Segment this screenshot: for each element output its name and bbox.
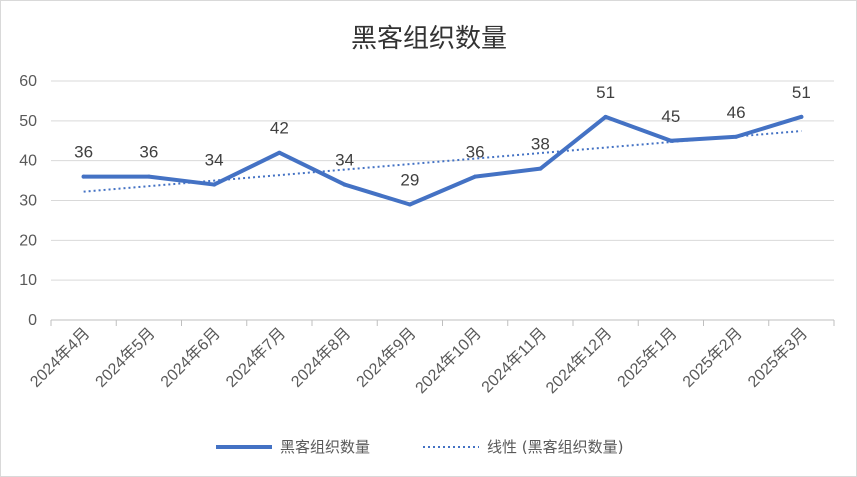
series-group bbox=[81, 114, 804, 207]
y-tick-label: 30 bbox=[19, 193, 37, 210]
data-label: 34 bbox=[205, 151, 224, 170]
data-point bbox=[603, 114, 608, 119]
x-tick-label: 2025年2月 bbox=[679, 324, 746, 391]
data-label: 34 bbox=[335, 151, 354, 170]
data-point bbox=[734, 134, 739, 139]
x-tick-label: 2024年11月 bbox=[478, 324, 550, 396]
y-tick-label: 10 bbox=[19, 272, 37, 289]
data-label: 51 bbox=[792, 83, 811, 102]
data-label: 38 bbox=[531, 135, 550, 154]
x-tick-label: 2025年3月 bbox=[744, 324, 811, 391]
y-tick-label: 50 bbox=[19, 113, 37, 130]
x-tick-label: 2024年4月 bbox=[27, 324, 94, 391]
x-tick-label: 2024年8月 bbox=[288, 324, 355, 391]
data-point bbox=[342, 182, 347, 187]
data-label: 46 bbox=[727, 103, 746, 122]
x-tick-label: 2024年7月 bbox=[222, 324, 289, 391]
data-label: 29 bbox=[400, 170, 419, 189]
data-point bbox=[668, 138, 673, 143]
data-point bbox=[146, 174, 151, 179]
data-label: 36 bbox=[139, 143, 158, 162]
legend: 黑客组织数量 线性 (黑客组织数量) bbox=[216, 438, 623, 456]
x-tick-label: 2025年1月 bbox=[614, 324, 681, 391]
y-axis: 0 10 20 30 40 50 60 bbox=[19, 73, 37, 329]
gridlines bbox=[51, 80, 834, 321]
x-tick-label: 2024年6月 bbox=[157, 324, 224, 391]
data-labels: 36 36 34 42 34 29 36 38 51 45 46 51 bbox=[74, 83, 811, 190]
data-point bbox=[212, 182, 217, 187]
data-label: 51 bbox=[596, 83, 615, 102]
data-label: 36 bbox=[74, 143, 93, 162]
x-axis: 2024年4月 2024年5月 2024年6月 2024年7月 2024年8月 2024年… bbox=[27, 320, 835, 397]
legend-label-trendline: 线性 (黑客组织数量) bbox=[487, 438, 623, 456]
data-label: 42 bbox=[270, 119, 289, 138]
data-point bbox=[81, 174, 86, 179]
x-tick-label: 2024年5月 bbox=[92, 324, 159, 391]
y-tick-label: 0 bbox=[28, 312, 37, 329]
x-tick-label: 2024年10月 bbox=[412, 324, 485, 397]
data-point bbox=[407, 202, 412, 207]
y-tick-label: 20 bbox=[19, 232, 37, 249]
data-label: 45 bbox=[661, 107, 680, 126]
x-tick-label: 2024年9月 bbox=[353, 324, 420, 391]
chart-title: 黑客组织数量 bbox=[351, 24, 507, 54]
x-tick-label: 2024年12月 bbox=[542, 324, 615, 397]
series-line bbox=[81, 114, 804, 207]
data-point bbox=[538, 166, 543, 171]
data-point bbox=[277, 150, 282, 155]
data-label: 36 bbox=[466, 143, 485, 162]
data-point bbox=[799, 114, 804, 119]
y-tick-label: 40 bbox=[19, 153, 37, 170]
legend-label-series: 黑客组织数量 bbox=[280, 438, 370, 456]
y-tick-label: 60 bbox=[19, 73, 37, 90]
data-point bbox=[473, 174, 478, 179]
